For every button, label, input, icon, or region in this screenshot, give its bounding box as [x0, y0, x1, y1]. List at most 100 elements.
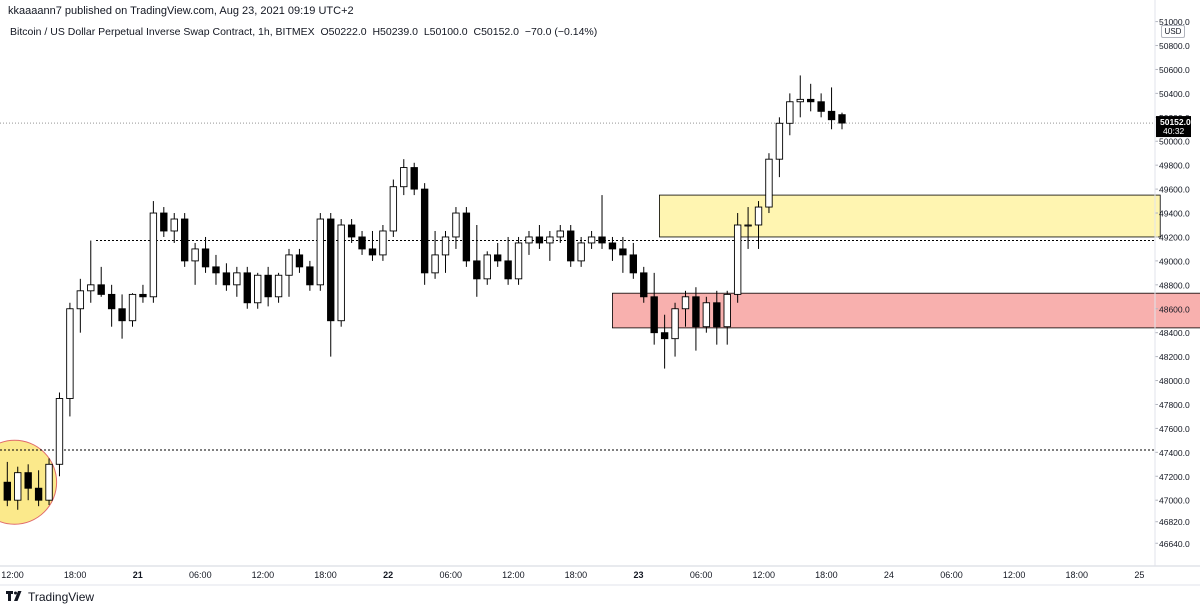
candle-body — [754, 206, 763, 226]
close-value: C50152.0 — [473, 26, 520, 38]
candle-body — [838, 114, 846, 124]
y-tick-label: 49400.0 — [1159, 209, 1190, 219]
candle-body — [577, 242, 585, 262]
x-tick-label: 25 — [1134, 570, 1144, 580]
y-tick-label: 49800.0 — [1159, 161, 1190, 171]
x-tick-label: 06:00 — [189, 570, 212, 580]
candle-body — [201, 248, 210, 268]
candle-body — [504, 260, 512, 280]
candle-body — [598, 236, 606, 244]
candle-body — [97, 284, 105, 295]
x-tick-label: 12:00 — [752, 570, 775, 580]
candle-body — [462, 212, 471, 262]
candle-body — [55, 398, 64, 465]
y-tick-label: 49600.0 — [1159, 185, 1190, 195]
candle-body — [180, 218, 189, 262]
candle-body — [139, 293, 147, 298]
candle-body — [827, 110, 836, 121]
candle-body — [368, 248, 377, 256]
y-tick-label: 50000.0 — [1159, 137, 1190, 147]
x-tick-label: 12:00 — [502, 570, 525, 580]
open-value: O50222.0 — [320, 26, 367, 38]
x-tick-label: 24 — [884, 570, 894, 580]
x-tick-label: 12:00 — [252, 570, 275, 580]
candle-body — [285, 254, 293, 276]
candle-body — [650, 296, 658, 334]
candle-body — [358, 236, 366, 250]
candle-body — [723, 293, 731, 328]
y-tick-label: 48200.0 — [1159, 352, 1190, 362]
candle-body — [128, 293, 137, 322]
candle-body — [160, 212, 168, 232]
tradingview-logo-icon — [6, 591, 22, 601]
x-tick-label: 06:00 — [690, 570, 713, 580]
y-tick-label: 48000.0 — [1159, 376, 1190, 386]
candle-body — [452, 212, 460, 238]
y-tick-label: 47200.0 — [1159, 472, 1190, 482]
x-tick-label: 23 — [634, 570, 644, 580]
change-value: −70.0 (−0.14%) — [524, 26, 598, 38]
yellow-zone — [659, 194, 1161, 238]
currency-badge[interactable]: USD — [1161, 25, 1185, 38]
candle-body — [744, 224, 752, 227]
candle-body — [327, 218, 335, 322]
candle-body — [556, 230, 564, 238]
y-tick-label: 50800.0 — [1159, 41, 1190, 51]
candle-body — [765, 158, 773, 208]
candle-body — [420, 188, 429, 274]
x-tick-label: 06:00 — [940, 570, 963, 580]
countdown-label: 40:32 — [1163, 126, 1185, 136]
y-tick-label: 47000.0 — [1159, 496, 1190, 506]
candle-body — [295, 254, 304, 268]
candle-body — [807, 98, 815, 103]
candle-body — [149, 212, 158, 298]
candle-body — [254, 274, 262, 304]
candle-body — [45, 463, 53, 501]
candle-body — [212, 266, 220, 274]
x-tick-label: 12:00 — [1, 570, 24, 580]
symbol-title: Bitcoin / US Dollar Perpetual Inverse Sw… — [10, 26, 315, 38]
candle-body — [107, 293, 116, 310]
candle-body — [431, 254, 439, 274]
candle-body — [379, 230, 387, 256]
y-tick-label: 49200.0 — [1159, 232, 1190, 242]
candle-body — [483, 254, 491, 280]
x-tick-label: 18:00 — [314, 570, 337, 580]
y-tick-label: 47800.0 — [1159, 400, 1190, 410]
candle-body — [410, 167, 418, 190]
candle-body — [702, 302, 711, 328]
low-value: L50100.0 — [423, 26, 468, 38]
candle-body — [76, 290, 85, 310]
y-tick-label: 46640.0 — [1159, 539, 1190, 549]
candle-body — [118, 308, 126, 322]
y-tick-label: 48800.0 — [1159, 280, 1190, 290]
candle-body — [546, 236, 554, 244]
y-tick-label: 46820.0 — [1159, 517, 1190, 527]
candle-body — [3, 481, 11, 501]
candle-body — [306, 266, 314, 286]
candle-body — [222, 272, 231, 286]
x-tick-label: 18:00 — [565, 570, 588, 580]
y-tick-label: 48400.0 — [1159, 328, 1190, 338]
candle-body — [34, 487, 43, 501]
red-zone — [612, 292, 1200, 329]
x-tick-label: 18:00 — [815, 570, 838, 580]
footer-brand[interactable]: TradingView — [6, 590, 94, 604]
candle-body — [493, 254, 502, 262]
candle-body — [796, 98, 804, 103]
y-tick-label: 47400.0 — [1159, 448, 1190, 458]
x-tick-label: 18:00 — [64, 570, 87, 580]
candle-body — [733, 224, 742, 295]
candle-body — [14, 472, 22, 501]
candle-body — [316, 218, 324, 286]
publisher-line: kkaaaann7 published on TradingView.com, … — [8, 5, 354, 17]
candle-body — [66, 308, 74, 399]
candle-body — [567, 230, 575, 262]
candle-body — [660, 332, 669, 340]
candle-body — [681, 296, 690, 310]
candle-body — [713, 302, 721, 328]
candle-body — [337, 224, 345, 322]
candle-body — [786, 101, 794, 124]
last-price-badge — [1156, 116, 1191, 138]
